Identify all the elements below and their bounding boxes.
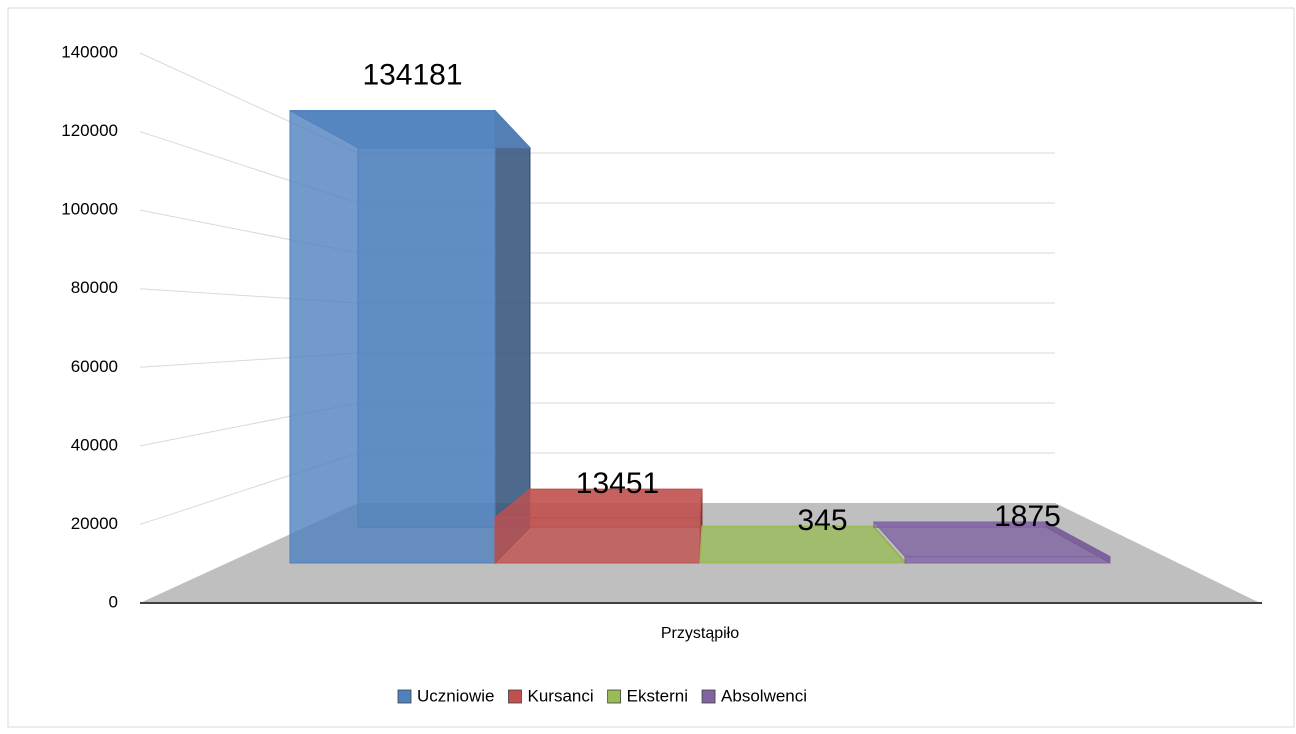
legend-swatch [607, 689, 622, 704]
y-tick-label: 140000 [61, 42, 118, 61]
bar [289, 109, 532, 565]
bar [872, 521, 1111, 564]
y-tick-label: 80000 [71, 278, 118, 297]
legend: Uczniowie Kursanci Eksterni Absolwenci [397, 686, 807, 705]
y-tick-label: 0 [109, 592, 118, 611]
category-label: Przystąpiło [661, 625, 739, 642]
legend-swatch [508, 689, 522, 704]
bar [493, 488, 703, 564]
legend-label: Absolwenci [721, 686, 807, 705]
legend-swatch [701, 689, 716, 704]
data-label: 134181 [362, 59, 462, 92]
legend-swatch [397, 689, 412, 704]
chart-frame [7, 7, 1295, 728]
y-tick-label: 100000 [61, 200, 118, 219]
y-tick-label: 120000 [61, 121, 118, 140]
bar-front [699, 561, 906, 564]
data-label: 345 [797, 504, 847, 537]
y-tick-label: 60000 [71, 357, 118, 376]
data-label: 13451 [576, 467, 659, 500]
data-label: 1875 [994, 500, 1061, 533]
bar [699, 524, 907, 565]
bar-front [289, 110, 496, 564]
legend-label: Kursanci [527, 686, 593, 705]
bar-front [904, 556, 1111, 564]
bars: 134181 13451 345 1875 [289, 59, 1111, 565]
bar-front [494, 517, 701, 564]
legend-label: Eksterni [627, 686, 688, 705]
y-tick-label: 40000 [71, 435, 118, 454]
grid: 0 20000 40000 60000 80000 100000 120000 140000 [61, 42, 1055, 611]
y-tick-label: 20000 [71, 514, 118, 533]
legend-label: Uczniowie [417, 686, 494, 705]
